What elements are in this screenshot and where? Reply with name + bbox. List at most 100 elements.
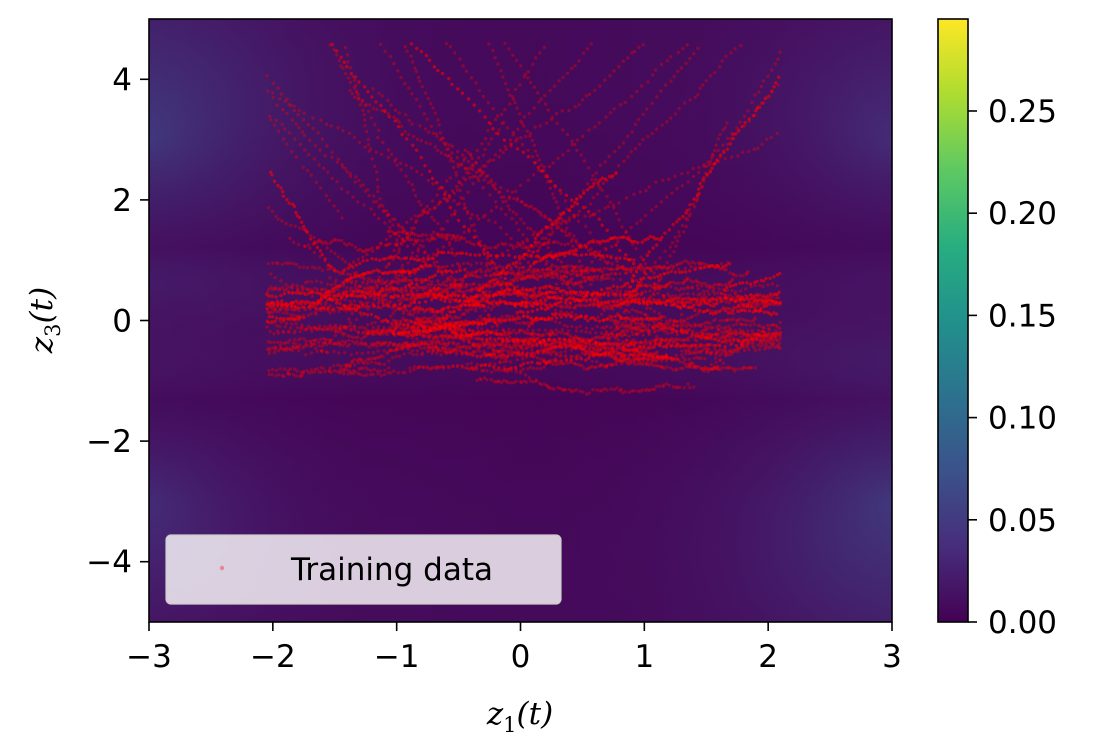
training-data-point bbox=[594, 335, 599, 339]
training-data-point bbox=[466, 150, 470, 155]
training-data-point bbox=[418, 104, 422, 109]
training-data-point bbox=[630, 329, 634, 334]
training-data-point bbox=[629, 94, 634, 99]
training-data-point bbox=[338, 371, 342, 375]
training-data-point bbox=[369, 116, 373, 120]
training-data-point bbox=[552, 196, 556, 200]
training-data-point bbox=[680, 320, 684, 325]
training-data-point bbox=[650, 387, 654, 391]
training-data-point bbox=[637, 360, 642, 365]
training-data-point bbox=[600, 388, 604, 393]
training-data-point bbox=[748, 338, 752, 342]
training-data-point bbox=[435, 193, 439, 197]
training-data-point bbox=[348, 320, 352, 325]
training-data-point bbox=[692, 205, 697, 209]
training-data-point bbox=[497, 128, 501, 132]
training-data-point bbox=[317, 266, 322, 270]
training-data-point bbox=[422, 310, 426, 314]
training-data-point bbox=[741, 339, 746, 343]
training-data-point bbox=[306, 324, 311, 328]
training-data-point bbox=[647, 388, 652, 392]
training-data-point bbox=[509, 144, 513, 148]
training-data-point bbox=[337, 270, 341, 274]
training-data-point bbox=[650, 318, 655, 322]
training-data-point bbox=[761, 330, 765, 334]
training-data-point bbox=[591, 388, 595, 392]
training-data-point bbox=[444, 283, 449, 288]
training-data-point bbox=[295, 326, 300, 330]
training-data-point bbox=[482, 349, 486, 353]
training-data-point bbox=[757, 90, 761, 94]
training-data-point bbox=[267, 348, 272, 353]
training-data-point bbox=[534, 378, 539, 382]
training-data-point bbox=[436, 221, 440, 226]
training-data-point bbox=[308, 246, 312, 250]
training-data-point bbox=[280, 262, 284, 267]
training-data-point bbox=[490, 370, 494, 374]
training-data-point bbox=[545, 259, 549, 264]
training-data-point bbox=[478, 275, 482, 279]
training-data-point bbox=[451, 331, 455, 335]
training-data-point bbox=[637, 325, 641, 329]
training-data-point bbox=[522, 379, 527, 383]
training-data-point bbox=[481, 215, 486, 219]
training-data-point bbox=[377, 275, 382, 280]
training-data-point bbox=[692, 365, 696, 370]
training-data-point bbox=[382, 372, 387, 377]
training-data-point bbox=[281, 348, 286, 352]
training-data-point bbox=[649, 361, 654, 366]
training-data-point bbox=[306, 313, 310, 318]
training-data-point bbox=[725, 121, 729, 125]
training-data-point bbox=[741, 317, 745, 322]
training-data-point bbox=[403, 341, 408, 345]
training-data-point bbox=[540, 267, 544, 272]
training-data-point bbox=[339, 364, 343, 368]
training-data-point bbox=[476, 344, 480, 348]
training-data-point bbox=[291, 373, 296, 377]
training-data-point bbox=[433, 320, 438, 325]
training-data-point bbox=[563, 242, 567, 247]
training-data-point bbox=[421, 209, 425, 213]
training-data-point bbox=[659, 359, 664, 363]
training-data-point bbox=[432, 230, 436, 234]
training-data-point bbox=[326, 327, 331, 331]
training-data-point bbox=[732, 305, 736, 309]
training-data-point bbox=[660, 123, 664, 127]
training-data-point bbox=[354, 89, 359, 93]
training-data-point bbox=[335, 53, 339, 57]
training-data-point bbox=[625, 324, 630, 328]
training-data-point bbox=[285, 142, 289, 146]
training-data-point bbox=[741, 365, 746, 370]
training-data-point bbox=[687, 351, 691, 355]
training-data-point bbox=[560, 304, 564, 308]
training-data-point bbox=[429, 320, 433, 324]
training-data-point bbox=[287, 131, 292, 135]
training-data-point bbox=[477, 168, 481, 173]
training-data-point bbox=[399, 75, 403, 80]
training-data-point bbox=[611, 318, 615, 323]
training-data-point bbox=[568, 387, 572, 392]
training-data-point bbox=[362, 203, 366, 207]
training-data-point bbox=[334, 326, 338, 331]
training-data-point bbox=[700, 185, 705, 189]
training-data-point bbox=[385, 304, 389, 308]
training-data-point bbox=[296, 112, 300, 117]
training-data-point bbox=[675, 385, 680, 389]
training-data-point bbox=[301, 346, 305, 350]
training-data-point bbox=[463, 148, 467, 152]
training-data-point bbox=[373, 164, 377, 168]
training-data-point bbox=[413, 66, 417, 70]
training-data-point bbox=[624, 319, 628, 324]
training-data-point bbox=[378, 369, 383, 373]
training-data-point bbox=[683, 362, 688, 366]
training-data-point bbox=[689, 324, 694, 328]
training-data-point bbox=[481, 94, 486, 99]
training-data-point bbox=[646, 134, 650, 139]
training-data-point bbox=[531, 380, 535, 384]
training-data-point bbox=[511, 210, 516, 214]
training-data-point bbox=[612, 356, 616, 360]
training-data-point bbox=[708, 332, 712, 336]
training-data-point bbox=[403, 81, 407, 86]
training-data-point bbox=[301, 118, 306, 122]
training-data-point bbox=[425, 117, 429, 121]
